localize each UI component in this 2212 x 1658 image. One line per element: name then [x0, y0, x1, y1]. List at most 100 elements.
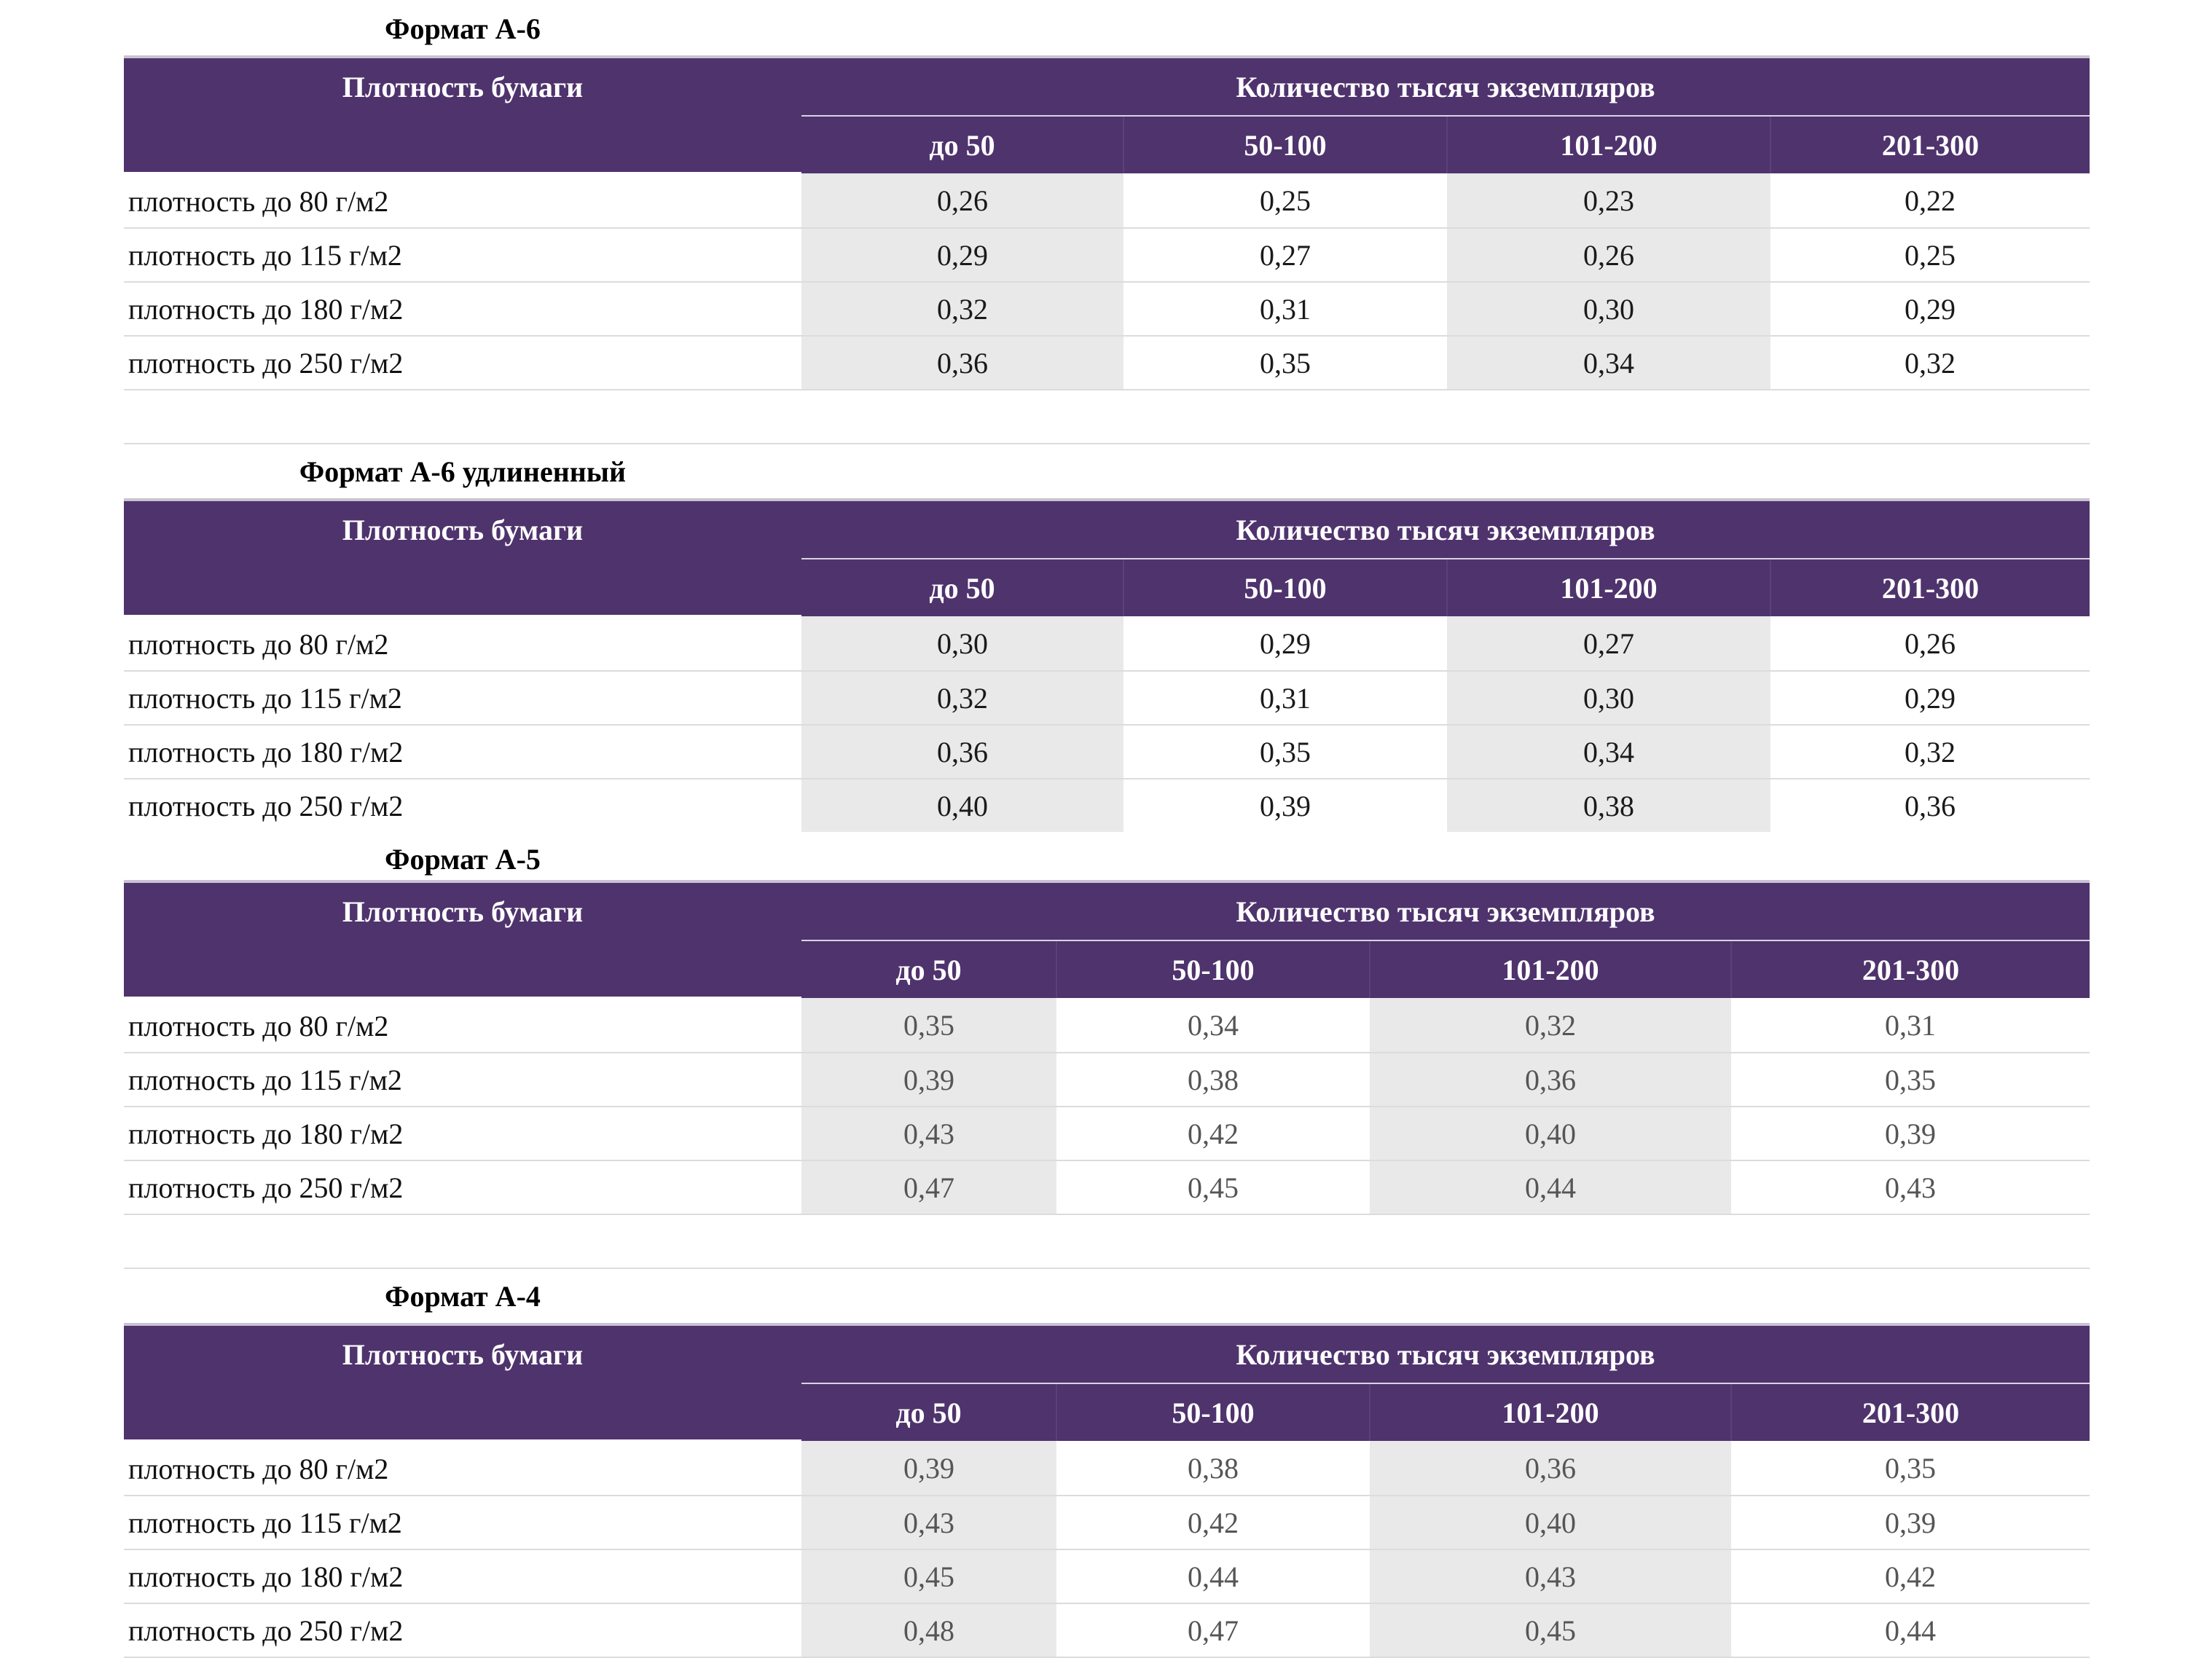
price-cell: 0,27	[1123, 228, 1447, 283]
row-label: плотность до 250 г/м2	[124, 1160, 801, 1215]
price-cell: 0,39	[801, 1053, 1056, 1107]
price-cell: 0,29	[801, 228, 1123, 283]
row-label: плотность до 250 г/м2	[128, 789, 404, 822]
price-cell: 0,27	[1447, 616, 1770, 672]
section-divider	[124, 443, 2090, 444]
density-header: Плотность бумаги	[124, 880, 801, 999]
price-cell: 0,31	[1123, 671, 1447, 726]
table-row: плотность до 115 г/м2 0,29 0,27 0,26 0,2…	[124, 228, 2090, 283]
table-row: плотность до 115 г/м2 0,43 0,42 0,40 0,3…	[124, 1496, 2090, 1550]
price-cell: 0,39	[801, 1441, 1056, 1496]
row-label: плотность до 180 г/м2	[124, 1549, 801, 1604]
price-cell: 0,36	[1370, 1053, 1731, 1107]
quantity-header: Количество тысяч экземпляров	[801, 55, 2090, 116]
table-title: Формат А-6 удлиненный	[299, 455, 627, 488]
price-cell: 0,44	[1056, 1549, 1370, 1604]
price-cell: 0,45	[1056, 1160, 1370, 1215]
price-cell: 0,25	[1770, 228, 2090, 283]
price-cell: 0,45	[1370, 1603, 1731, 1658]
column-header: до 50	[801, 1383, 1056, 1441]
table-row: плотность до 80 г/м2 0,30 0,29 0,27 0,26	[124, 616, 2090, 672]
row-label: плотность до 250 г/м2	[124, 336, 801, 390]
column-header: до 50	[801, 115, 1123, 173]
table-title: Формат А-4	[385, 1280, 541, 1313]
table-title: Формат А-5	[385, 843, 541, 876]
price-cell: 0,36	[1905, 789, 1956, 822]
column-header: 101-200	[1369, 1383, 1731, 1441]
price-cell: 0,36	[1370, 1441, 1731, 1496]
price-cell: 0,26	[801, 173, 1123, 229]
price-cell: 0,34	[1447, 336, 1770, 390]
column-header: 201-300	[1730, 1383, 2090, 1441]
price-cell: 0,38	[1056, 1441, 1370, 1496]
price-cell: 0,38	[1056, 1053, 1370, 1107]
price-cell: 0,34	[1447, 725, 1770, 779]
column-header: 201-300	[1769, 115, 2090, 173]
price-cell: 0,43	[1370, 1549, 1731, 1604]
price-cell: 0,35	[1123, 725, 1447, 779]
quantity-header: Количество тысяч экземпляров	[801, 1323, 2090, 1383]
price-cell: 0,47	[801, 1160, 1056, 1215]
price-cell: 0,29	[1770, 671, 2090, 726]
column-header: 201-300	[1769, 558, 2090, 616]
column-header: 50-100	[1056, 1383, 1370, 1441]
row-label: плотность до 250 г/м2	[124, 1603, 801, 1658]
row-label: плотность до 80 г/м2	[124, 1441, 801, 1496]
price-cell: 0,42	[1056, 1107, 1370, 1161]
price-cell: 0,43	[1731, 1160, 2090, 1215]
price-cell: 0,26	[1447, 228, 1770, 283]
price-cell: 0,22	[1770, 173, 2090, 229]
table-row: плотность до 250 г/м2 0,40 0,39 0,38 0,3…	[124, 779, 2090, 832]
row-label: плотность до 80 г/м2	[124, 173, 801, 229]
price-cell: 0,32	[1770, 336, 2090, 390]
price-table: Плотность бумаги Количество тысяч экземп…	[124, 498, 2090, 832]
price-cell: 0,48	[801, 1603, 1056, 1658]
column-header: 101-200	[1369, 940, 1731, 998]
table-row: плотность до 180 г/м2 0,45 0,44 0,43 0,4…	[124, 1549, 2090, 1604]
price-cell: 0,30	[1447, 282, 1770, 337]
table-row: плотность до 80 г/м2 0,26 0,25 0,23 0,22	[124, 173, 2090, 229]
price-cell: 0,29	[1123, 616, 1447, 672]
price-cell: 0,40	[1370, 1496, 1731, 1550]
price-cell: 0,25	[1123, 173, 1447, 229]
column-header: 201-300	[1730, 940, 2090, 998]
price-cell: 0,40	[1370, 1107, 1731, 1161]
table-row: плотность до 250 г/м2 0,47 0,45 0,44 0,4…	[124, 1160, 2090, 1215]
price-cell: 0,23	[1447, 173, 1770, 229]
table-row: плотность до 80 г/м2 0,35 0,34 0,32 0,31	[124, 998, 2090, 1053]
price-cell: 0,31	[1123, 282, 1447, 337]
row-label: плотность до 180 г/м2	[124, 725, 801, 779]
column-header: до 50	[801, 940, 1056, 998]
price-cell: 0,39	[1731, 1107, 2090, 1161]
price-cell: 0,34	[1056, 998, 1370, 1053]
price-cell: 0,36	[801, 336, 1123, 390]
column-header: 50-100	[1123, 115, 1447, 173]
table-row: плотность до 115 г/м2 0,39 0,38 0,36 0,3…	[124, 1053, 2090, 1107]
price-cell: 0,32	[801, 282, 1123, 337]
row-label: плотность до 115 г/м2	[124, 1053, 801, 1107]
density-header: Плотность бумаги	[124, 498, 801, 618]
table-row: плотность до 80 г/м2 0,39 0,38 0,36 0,35	[124, 1441, 2090, 1496]
price-cell: 0,30	[801, 616, 1123, 672]
price-table: Плотность бумаги Количество тысяч экземп…	[124, 55, 2090, 390]
price-cell: 0,31	[1731, 998, 2090, 1053]
column-header: 101-200	[1446, 115, 1770, 173]
price-cell: 0,39	[1731, 1496, 2090, 1550]
quantity-header: Количество тысяч экземпляров	[801, 498, 2090, 559]
table-title: Формат А-6	[385, 12, 541, 45]
price-cell: 0,38	[1447, 779, 1770, 832]
price-cell: 0,47	[1056, 1603, 1370, 1658]
table-row: плотность до 115 г/м2 0,32 0,31 0,30 0,2…	[124, 671, 2090, 726]
table-row: плотность до 250 г/м2 0,48 0,47 0,45 0,4…	[124, 1603, 2090, 1658]
row-label: плотность до 115 г/м2	[124, 1496, 801, 1550]
density-header: Плотность бумаги	[124, 55, 801, 175]
price-cell: 0,42	[1731, 1549, 2090, 1604]
price-cell: 0,39	[1260, 789, 1311, 822]
price-cell: 0,44	[1731, 1603, 2090, 1658]
column-header: до 50	[801, 558, 1123, 616]
price-cell: 0,42	[1056, 1496, 1370, 1550]
price-cell: 0,29	[1770, 282, 2090, 337]
row-label: плотность до 180 г/м2	[124, 282, 801, 337]
price-cell: 0,40	[801, 779, 1123, 832]
row-label: плотность до 80 г/м2	[124, 616, 801, 672]
